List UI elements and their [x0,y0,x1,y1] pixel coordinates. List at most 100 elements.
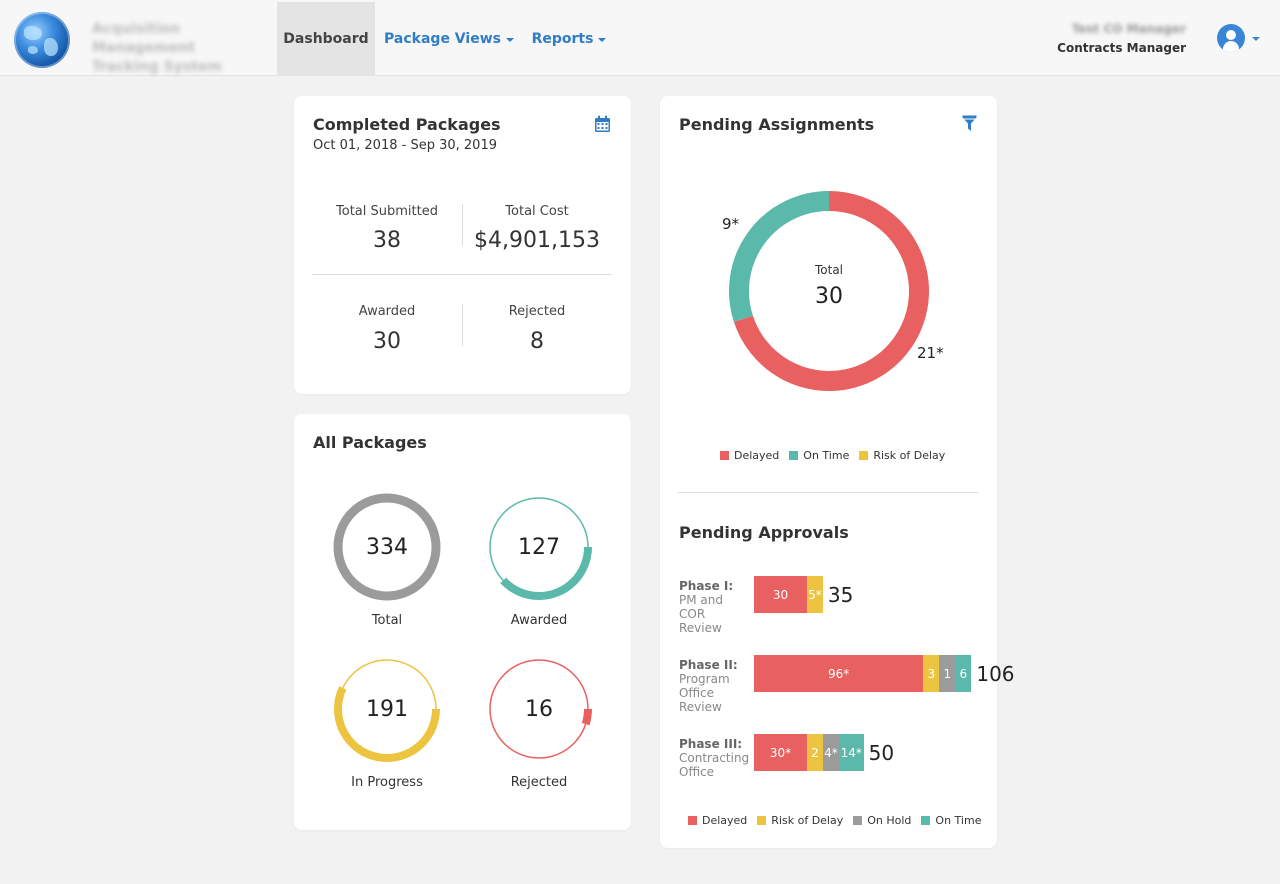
ring-arc-awarded [486,494,592,600]
legend-item-on-time[interactable]: On Time [789,449,849,462]
bar-segment[interactable]: 1 [939,655,956,692]
phase-name: Phase III: [679,737,743,751]
bar-segment[interactable]: 30 [754,576,807,613]
user-role: Contracts Manager [1057,41,1186,55]
user-avatar-icon[interactable] [1217,24,1245,52]
ring-arc-rejected [486,656,592,762]
nav-dashboard[interactable]: Dashboard [277,2,375,75]
legend-label: Risk of Delay [873,449,946,462]
phase-name: Phase I: [679,579,734,593]
completed-packages-title: Completed Packages [313,115,501,134]
phase-title-2: Phase II: Program Office Review [679,658,749,714]
all-packages-title: All Packages [313,433,427,452]
phase-total: 50 [868,740,895,765]
legend-label: On Time [803,449,850,462]
phase-total: 106 [976,661,1015,686]
caret-down-icon[interactable] [1252,37,1260,41]
donut-slice-delayed[interactable] [733,191,929,391]
phase-title-1: Phase I: PM and COR Review [679,579,749,635]
legend-label: On Hold [867,814,912,827]
nav-reports-label: Reports [531,30,594,47]
filter-icon[interactable] [962,115,977,132]
legend-item-risk-of-delay[interactable]: Risk of Delay [757,814,843,827]
pending-assignments-donut [729,191,929,391]
bar-segment[interactable]: 4* [822,734,839,771]
legend-item-delayed[interactable]: Delayed [688,814,747,827]
pending-card: Pending Assignments Total 30 9* 21* Dela… [660,96,1015,848]
legend-label: Risk of Delay [771,814,844,827]
ring-label-awarded: Awarded [510,613,568,628]
phase-desc: Contracting Office [679,751,750,779]
donut-center-label: Total [814,263,844,277]
nav-reports[interactable]: Reports [526,2,612,75]
ring-label-in-progress: In Progress [351,775,423,790]
ring-rejected: 16 [484,654,594,764]
bar-segment[interactable]: 30* [754,734,807,771]
stat-divider [462,304,463,346]
donut-label-delayed: 21* [917,344,944,362]
calendar-icon[interactable] [594,115,611,133]
total-submitted-value: 38 [373,228,401,253]
section-divider [678,492,978,493]
pending-assignments-legend: Delayed On Time Risk of Delay [720,449,955,462]
ring-value-rejected: 16 [525,696,553,722]
ring-label-total: Total [371,613,403,628]
bar-segment[interactable]: 14* [838,734,864,771]
legend-item-on-hold[interactable]: On Hold [853,814,911,827]
all-packages-card: All Packages 334 Total 127 Awarded 191 In Pro… [294,414,631,830]
date-range: Oct 01, 2018 - Sep 30, 2019 [313,138,497,153]
phase-total: 35 [827,582,854,607]
legend-swatch [859,451,869,460]
phase-desc: PM and COR Review [679,593,723,635]
bar-segment[interactable]: 2 [806,734,823,771]
awarded-label: Awarded [358,304,416,319]
ring-value-awarded: 127 [518,534,560,560]
ring-awarded: 127 [484,492,594,602]
pending-approvals-title: Pending Approvals [679,523,849,542]
phase-bar-1: 30 5* 35 [754,576,853,613]
top-navbar: Acquisition Management Tracking System D… [0,0,1280,76]
nav-package-views[interactable]: Package Views [384,2,514,75]
pending-approvals-legend: Delayed Risk of Delay On Hold On Time [688,814,991,827]
chevron-down-icon [598,37,607,42]
bar-segment[interactable]: 96* [754,655,924,692]
rejected-value: 8 [530,329,544,354]
nav-package-views-label: Package Views [384,30,501,47]
completed-packages-card: Completed Packages Oct 01, 2018 - Sep 30… [294,96,631,394]
total-cost-label: Total Cost [505,204,569,219]
donut-slice-on-time[interactable] [729,191,830,322]
bar-segment[interactable]: 3 [923,655,940,692]
legend-label: On Time [935,814,982,827]
rejected-label: Rejected [508,304,566,319]
phase-bar-2: 96* 3 1 6 106 [754,655,1015,692]
app-name: Acquisition Management Tracking System [92,21,222,75]
phase-title-3: Phase III: Contracting Office [679,737,749,779]
legend-swatch [720,451,729,460]
ring-total: 334 [332,492,442,602]
stat-divider [462,204,463,246]
bar-segment[interactable]: 6 [955,655,972,692]
user-name: Test CO Manager [1071,22,1186,36]
legend-label: Delayed [734,449,780,462]
total-cost-value: $4,901,153 [474,228,600,253]
legend-item-on-time[interactable]: On Time [921,814,981,827]
ring-in-progress: 191 [332,654,442,764]
donut-center-value: 30 [815,284,843,309]
awarded-value: 30 [373,329,401,354]
legend-item-risk-of-delay[interactable]: Risk of Delay [859,449,945,462]
user-info: Test CO Manager Contracts Manager [1057,22,1186,55]
legend-label: Delayed [702,814,748,827]
bar-segment[interactable]: 5* [806,576,823,613]
phase-bar-3: 30* 2 4* 14* 50 [754,734,894,771]
globe-logo[interactable] [14,12,70,68]
legend-item-delayed[interactable]: Delayed [720,449,779,462]
legend-swatch [853,816,863,825]
stat-divider [312,274,612,275]
chevron-down-icon [505,37,514,42]
ring-arc-in-progress [334,656,440,762]
nav-dashboard-label: Dashboard [283,30,369,47]
ring-label-rejected: Rejected [510,775,568,790]
phase-desc: Program Office Review [679,672,730,714]
legend-swatch [789,451,799,460]
total-submitted-label: Total Submitted [336,204,438,219]
